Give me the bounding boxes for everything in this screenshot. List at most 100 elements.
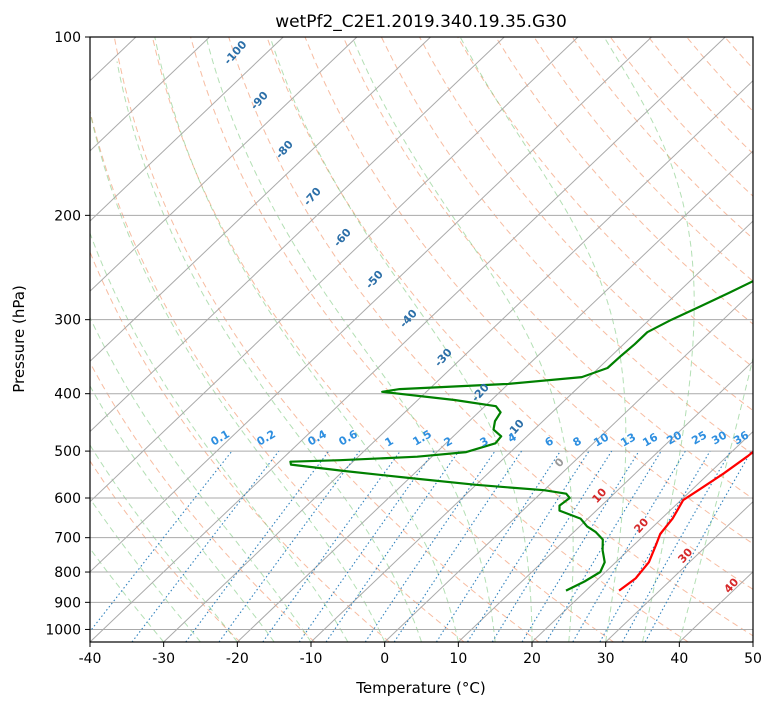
mixing-ratio-line — [644, 450, 752, 642]
y-axis: 100 200 300 400 500 600 700 800 900 1000 — [45, 30, 90, 638]
moist-adiabat — [351, 37, 574, 642]
dry-adiabat — [686, 37, 753, 112]
mixing-ratio-label: 6 — [543, 434, 556, 449]
moist-adiabat — [116, 61, 422, 642]
isotherm — [90, 37, 726, 642]
x-tick-label: -40 — [79, 651, 102, 667]
y-tick-label: 400 — [54, 387, 81, 403]
y-tick-label: 300 — [54, 313, 81, 329]
dry-adiabat — [419, 37, 753, 412]
dry-adiabat — [380, 37, 753, 456]
moist-adiabat — [603, 37, 695, 642]
y-axis-label: Pressure (hPa) — [10, 285, 28, 393]
dewpoint-profile-line — [289, 279, 753, 592]
mixing-ratio-label: 30 — [709, 428, 729, 447]
mixing-ratio-label: 8 — [571, 434, 584, 449]
moist-adiabat — [90, 497, 201, 642]
x-tick-label: -20 — [226, 651, 249, 667]
moist-adiabat — [90, 547, 165, 642]
moist-adiabat-label: 10 — [589, 485, 609, 505]
mixing-ratio-line — [131, 450, 280, 642]
dry-adiabat-label: -50 — [363, 268, 386, 292]
moist-adiabat — [678, 355, 753, 642]
plot-frame — [89, 36, 754, 643]
mixing-ratio-line — [185, 450, 330, 642]
mixing-ratio-line — [364, 450, 496, 642]
isotherm — [678, 571, 753, 642]
mixing-ratio-line — [90, 450, 233, 633]
dry-adiabat — [495, 37, 753, 325]
dry-adiabat-label: -60 — [331, 226, 354, 250]
dry-adiabat-label: -70 — [301, 185, 324, 209]
moist-adiabat — [90, 384, 275, 642]
dry-adiabat — [151, 37, 614, 642]
moist-adiabat — [154, 37, 459, 642]
mixing-ratio-label: 36 — [731, 428, 751, 447]
sounding-profiles — [289, 279, 753, 592]
chart-title: wetPf2_C2E1.2019.340.19.35.G30 — [275, 12, 567, 32]
mixing-ratio-label: 25 — [689, 429, 709, 448]
isotherm — [90, 37, 652, 573]
mixing-ratio-line — [435, 450, 561, 642]
isotherm — [90, 37, 210, 152]
x-axis-label: Temperature (°C) — [355, 679, 485, 697]
isotherm — [236, 150, 753, 642]
mixing-ratio-label: 0.6 — [337, 427, 361, 448]
moist-adiabat — [90, 231, 349, 642]
mixing-ratio-label: 10 — [591, 430, 611, 449]
moist-adiabat-label: 0 — [552, 455, 567, 470]
mixing-ratio-line — [325, 450, 460, 642]
x-tick-label: 0 — [380, 651, 389, 667]
isotherm — [457, 360, 753, 642]
x-tick-label: 50 — [744, 651, 762, 667]
isotherm — [90, 37, 358, 292]
dry-adiabat — [266, 37, 753, 590]
dry-adiabat — [648, 37, 753, 155]
x-tick-label: -30 — [152, 651, 175, 667]
dry-adiabat-label: -30 — [432, 346, 455, 370]
y-tick-label: 500 — [54, 444, 81, 460]
isotherm — [531, 430, 753, 642]
isotherm — [310, 220, 753, 642]
dry-adiabat — [113, 37, 540, 642]
dry-adiabat-label: -80 — [273, 138, 296, 162]
moist-adiabat — [90, 109, 386, 642]
dry-adiabat — [90, 361, 316, 642]
moist-adiabat — [269, 37, 533, 642]
dry-adiabat — [763, 37, 775, 642]
x-tick-label: 40 — [670, 651, 688, 667]
isotherm — [605, 500, 753, 642]
dry-adiabat — [90, 109, 465, 642]
mixing-ratio-line — [262, 450, 401, 642]
dry-adiabat-label: -40 — [397, 307, 420, 331]
mixing-ratio-line — [467, 450, 590, 642]
mixing-ratio-line — [621, 450, 732, 642]
moist-adiabat-label: 40 — [721, 575, 741, 595]
isotherm — [163, 80, 753, 642]
y-tick-label: 900 — [54, 595, 81, 611]
moist-adiabat — [459, 37, 627, 642]
mixing-ratio-line — [491, 450, 613, 642]
dry-adiabat — [457, 37, 753, 368]
mixing-ratio-label: 0.2 — [255, 427, 278, 448]
y-tick-label: 1000 — [45, 622, 81, 638]
x-tick-label: 10 — [449, 651, 467, 667]
dry-adiabat — [609, 37, 753, 197]
isotherm — [90, 37, 505, 433]
mixing-ratio-label: 0.4 — [306, 427, 330, 448]
mixing-ratio-line — [298, 450, 435, 642]
y-tick-label: 200 — [54, 208, 81, 224]
background-lines — [90, 37, 775, 642]
dry-adiabat — [724, 37, 753, 70]
mixing-ratio-label: 1.5 — [411, 427, 434, 448]
mixing-ratio-line — [521, 450, 640, 642]
dry-adiabat-label: -100 — [221, 38, 249, 67]
isotherm — [90, 37, 579, 503]
moist-adiabat — [205, 37, 496, 642]
y-tick-label: 100 — [54, 30, 81, 46]
mixing-ratio-label: 0.1 — [209, 427, 232, 448]
isotherm — [90, 37, 284, 222]
isotherm — [90, 37, 431, 363]
moist-adiabat-label: 20 — [631, 515, 651, 535]
x-tick-label: 20 — [523, 651, 541, 667]
